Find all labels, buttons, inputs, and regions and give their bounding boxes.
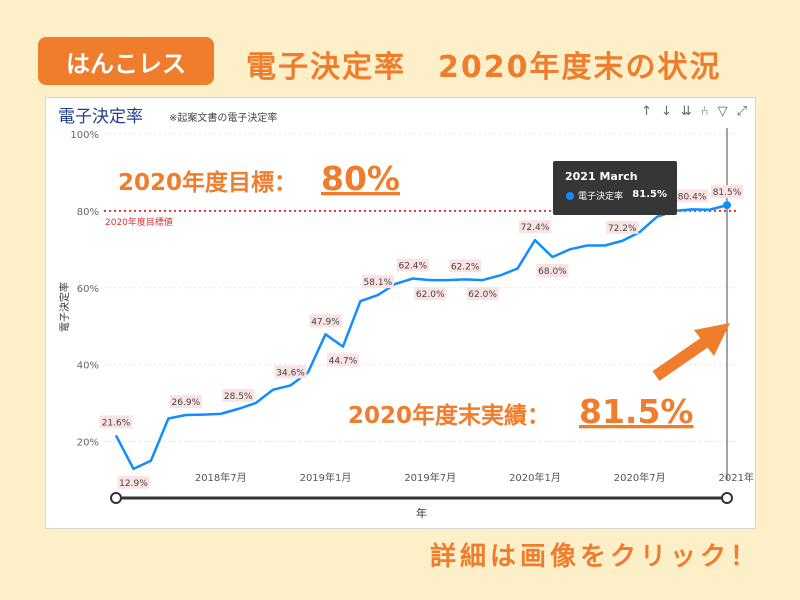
hanko-less-badge: はんこレス [38, 37, 214, 85]
drill-up-icon[interactable]: ↑ [641, 104, 652, 119]
tooltip-series-label: 電子決定率 [578, 192, 624, 202]
data-label: 47.9% [311, 317, 340, 327]
data-label-bg [100, 415, 132, 429]
line-chart: 100% 80% 60% 40% 20% 電子決定率 2018年7月 2019年1月 2019年… [58, 128, 755, 520]
chart-note: ※起案文書の電子決定率 [169, 113, 278, 124]
data-label: 62.0% [416, 290, 445, 300]
headline: 電子決定率 2020年度末の状況 [246, 50, 722, 85]
expand-hierarchy-icon[interactable]: ⑃ [700, 104, 709, 119]
y-axis-title: 電子決定率 [58, 282, 71, 332]
data-label: 58.1% [364, 278, 393, 288]
data-label: 34.6% [276, 368, 305, 378]
y-tick-label: 100% [70, 130, 99, 141]
data-label: 21.6% [102, 418, 131, 428]
slider-end-handle [721, 492, 733, 504]
latest-point-marker [723, 201, 731, 210]
x-tick-label: 2020年1月 [509, 471, 561, 484]
data-label-bg [466, 287, 499, 301]
focus-mode-icon[interactable]: ⤢ [736, 104, 747, 119]
x-tick-label: 2020年7月 [614, 471, 666, 484]
data-label-bg [326, 353, 359, 367]
data-label: 44.7% [329, 357, 358, 367]
tooltip-title: 2021 March [565, 170, 638, 183]
y-tick-label: 20% [77, 438, 99, 449]
data-label: 62.0% [468, 290, 497, 300]
data-label: 68.0% [538, 267, 567, 277]
data-label: 62.4% [398, 262, 427, 272]
data-label-bg [396, 258, 429, 272]
x-axis-title: 年 [416, 506, 427, 520]
filter-icon[interactable]: ▽ [717, 104, 728, 119]
chart-title: 電子決定率 [58, 107, 143, 127]
y-tick-label: 80% [77, 207, 99, 218]
slider-start-handle [110, 492, 122, 504]
data-label: 81.5% [713, 188, 742, 198]
data-label-bg [518, 220, 551, 234]
actual-callout-label: 2020年度末実績： [348, 402, 550, 429]
drill-down-icon[interactable]: ↓ [660, 104, 672, 119]
x-tick-label: 2021年1月 [719, 471, 755, 484]
x-tick-label: 2019年1月 [300, 471, 352, 484]
tooltip-value: 81.5% [632, 189, 667, 200]
data-label: 62.2% [451, 262, 480, 272]
actual-callout-value: 81.5% [579, 392, 694, 431]
click-for-details-link[interactable]: 詳細は画像をクリック！ [429, 542, 760, 572]
go-to-next-level-icon[interactable]: ⇊ [680, 104, 692, 119]
arrow-shaft [652, 333, 715, 381]
data-label-bg [414, 287, 447, 301]
series-legend-dot [566, 192, 574, 200]
data-label: 28.5% [224, 392, 253, 402]
data-tooltip: 2021 March 電子決定率 81.5% [553, 161, 677, 215]
target-callout-label: 2020年度目標： [118, 169, 297, 196]
data-label-bg [606, 220, 639, 234]
arrow-head [694, 323, 730, 356]
y-tick-label: 60% [77, 284, 99, 295]
visual-toolbar: ↑ ↓ ⇊ ⑃ ▽ ⤢ [641, 104, 747, 119]
data-label-bg [711, 185, 743, 199]
data-label: 12.9% [119, 479, 148, 489]
series-line [114, 203, 728, 471]
data-label: 72.2% [608, 224, 637, 234]
data-label-bg [449, 259, 482, 273]
target-line-label: 2020年度目標値 [105, 216, 173, 228]
y-tick-label: 40% [77, 361, 99, 372]
data-label-bg [117, 475, 150, 489]
data-label-bg [169, 395, 202, 409]
data-label: 72.4% [521, 223, 550, 233]
data-label-bg [536, 264, 569, 278]
data-label-bg [361, 275, 394, 289]
data-label-bg [274, 365, 307, 379]
target-callout-value: 80% [321, 159, 400, 198]
data-label-bg [222, 388, 255, 402]
data-label: 80.4% [678, 192, 707, 202]
x-tick-label: 2019年7月 [404, 471, 456, 484]
data-label-bg [309, 314, 342, 328]
x-tick-label: 2018年7月 [195, 471, 247, 484]
data-label: 26.9% [172, 398, 201, 408]
data-label-bg [676, 189, 709, 203]
